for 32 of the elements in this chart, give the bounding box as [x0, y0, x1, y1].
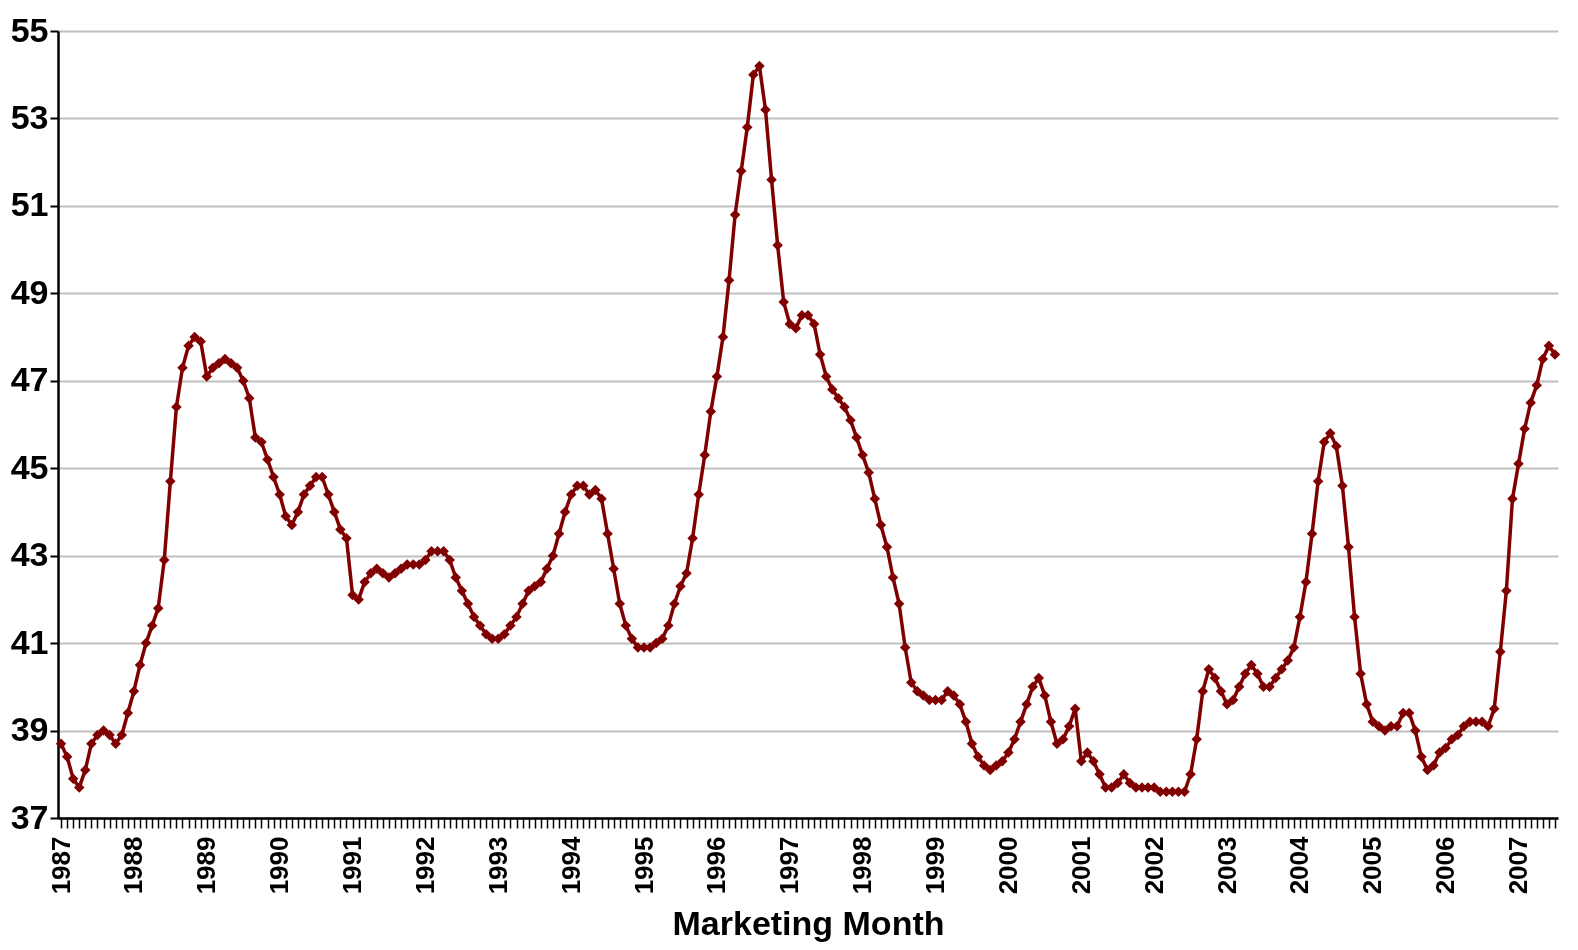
x-tick-label: 1995 [628, 836, 659, 895]
x-tick-label: 2002 [1138, 836, 1169, 895]
x-tick-label: 2001 [1065, 836, 1096, 895]
y-tick-label: 41 [10, 622, 49, 661]
x-tick-label: 1994 [555, 835, 586, 895]
y-tick-label: 45 [10, 447, 49, 486]
x-tick-label: 1993 [482, 836, 513, 895]
x-tick-label: 2004 [1284, 835, 1315, 895]
x-tick-label: 1998 [847, 836, 878, 895]
x-tick-label: 1989 [191, 836, 222, 895]
y-tick-label: 53 [10, 97, 49, 136]
x-tick-label: 1988 [118, 836, 149, 895]
x-tick-label: 2003 [1211, 836, 1242, 895]
x-tick-label: 2007 [1503, 836, 1534, 895]
y-tick-label: 39 [10, 710, 49, 749]
y-tick-label: 55 [10, 10, 49, 49]
x-tick-label: 1990 [264, 836, 295, 895]
x-tick-label: 1991 [337, 836, 368, 895]
y-tick-label: 37 [10, 797, 49, 836]
x-tick-label: 1992 [409, 836, 440, 895]
x-tick-label: 1997 [774, 836, 805, 895]
x-tick-label: 2006 [1430, 836, 1461, 895]
x-tick-label: 2005 [1357, 836, 1388, 895]
y-tick-label: 47 [10, 360, 49, 399]
x-tick-label: 1987 [45, 836, 76, 895]
y-tick-label: 51 [10, 185, 49, 224]
y-tick-label: 49 [10, 272, 49, 311]
y-tick-label: 43 [10, 535, 49, 574]
x-tick-label: 2000 [992, 836, 1023, 895]
x-tick-label: 1999 [920, 836, 951, 895]
x-tick-label: 1996 [701, 836, 732, 895]
x-axis-title: Marketing Month [672, 904, 945, 943]
